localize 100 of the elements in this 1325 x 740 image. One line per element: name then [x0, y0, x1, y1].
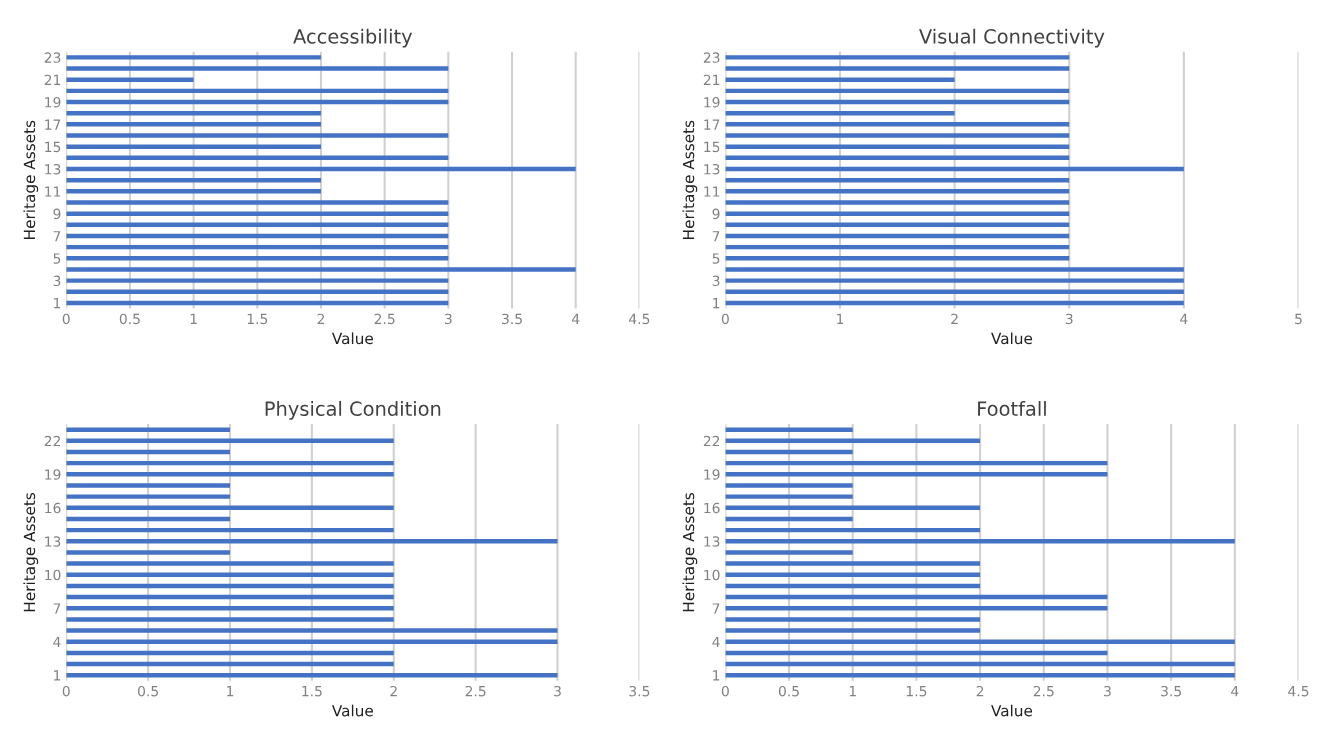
y-tick-label: 9: [53, 208, 61, 220]
x-tick-label: 1.5: [906, 686, 927, 697]
bar: [725, 427, 853, 432]
chart-title: Footfall: [978, 400, 1046, 417]
x-tick-label: 3.5: [629, 685, 650, 697]
y-tick-label: 7: [712, 231, 720, 242]
bar: [725, 77, 955, 82]
x-tick-label: 0: [62, 685, 70, 697]
bar: [725, 211, 1070, 216]
y-tick-label: 21: [703, 74, 720, 85]
bar: [66, 539, 558, 544]
y-tick-label: 19: [45, 97, 61, 108]
bar: [725, 617, 981, 622]
x-tick-label: 2: [976, 685, 984, 697]
x-axis-title: Value: [331, 704, 373, 717]
x-tick-label: 2.5: [374, 313, 395, 325]
y-tick-label: 10: [45, 569, 61, 581]
y-tick-label: 13: [704, 536, 720, 547]
bar: [725, 472, 1108, 477]
bar: [66, 628, 558, 633]
y-tick-label: 11: [704, 186, 720, 197]
y-tick-label: 19: [704, 469, 720, 480]
bar: [66, 561, 394, 566]
x-tick-label: 4: [571, 313, 580, 324]
y-tick-label: 22: [703, 435, 720, 447]
x-tick-label: 3: [1065, 313, 1073, 325]
y-tick-label: 1: [54, 670, 61, 681]
x-tick-label: 4: [1180, 313, 1188, 324]
y-tick-label: 17: [704, 119, 720, 130]
y-tick-label: 13: [704, 163, 720, 175]
y-tick-label: 1: [713, 298, 720, 309]
y-tick-label: 15: [45, 141, 61, 153]
x-tick-label: 0.5: [778, 685, 799, 697]
bar: [725, 267, 1184, 272]
y-tick-label: 21: [44, 74, 61, 85]
x-tick-label: 0.5: [138, 685, 158, 697]
bar: [725, 189, 1070, 194]
y-tick-label: 3: [53, 275, 61, 287]
bar: [725, 628, 981, 633]
x-tick-label: 4.5: [1288, 686, 1309, 697]
x-tick-label: 0: [721, 685, 729, 697]
bar: [725, 494, 853, 499]
bar: [66, 483, 230, 488]
x-tick-label: 3: [1104, 685, 1111, 697]
x-tick-label: 1.5: [302, 686, 322, 697]
bar: [66, 77, 194, 82]
y-tick-label: 5: [712, 253, 720, 264]
x-tick-label: 1: [837, 313, 844, 324]
bar: [725, 561, 981, 566]
y-tick-label: 9: [712, 208, 720, 220]
bar: [66, 267, 576, 272]
x-tick-label: 2.5: [465, 685, 486, 697]
x-axis-title: Value: [991, 332, 1033, 345]
y-tick-label: 1: [713, 670, 720, 681]
x-tick-label: 3: [444, 313, 452, 325]
x-tick-label: 1.5: [247, 313, 268, 325]
y-tick-label: 5: [53, 253, 61, 264]
x-tick-label: 4: [1231, 686, 1239, 697]
bar: [725, 639, 1235, 644]
x-axis-title: Value: [991, 704, 1033, 717]
y-tick-label: 4: [53, 636, 61, 648]
y-tick-label: 13: [45, 163, 61, 175]
chart-title: Physical Condition: [265, 400, 441, 420]
bar: [66, 427, 230, 432]
x-tick-label: 0: [721, 313, 729, 325]
y-axis-title: Heritage Assets: [23, 120, 39, 239]
y-axis-title: Heritage Assets: [682, 120, 698, 239]
bar: [66, 144, 321, 149]
bar: [66, 550, 230, 555]
chart-title: Visual Connectivity: [919, 28, 1105, 48]
y-tick-label: 7: [53, 603, 61, 614]
bar: [725, 122, 1070, 127]
y-tick-label: 15: [704, 141, 720, 153]
bar: [66, 189, 321, 194]
y-tick-label: 22: [44, 435, 60, 447]
x-tick-label: 0.5: [119, 313, 140, 325]
x-tick-label: 2: [317, 313, 325, 324]
bar: [66, 617, 394, 622]
y-tick-label: 7: [53, 231, 61, 242]
y-tick-label: 23: [44, 52, 61, 63]
x-tick-label: 1: [849, 686, 856, 697]
x-tick-label: 0: [62, 313, 70, 325]
bar: [66, 472, 394, 477]
y-tick-label: 3: [712, 275, 720, 287]
y-tick-label: 19: [704, 97, 720, 108]
bar: [725, 550, 853, 555]
x-tick-label: 3: [554, 685, 561, 697]
bar: [725, 539, 1235, 544]
bar: [66, 278, 449, 283]
y-tick-label: 4: [712, 636, 720, 648]
bar: [725, 200, 1070, 205]
bar: [725, 55, 1070, 60]
bar: [725, 483, 853, 488]
y-tick-label: 10: [704, 569, 720, 581]
x-tick-label: 4.5: [629, 313, 650, 325]
bar: [725, 133, 1070, 138]
y-tick-label: 16: [45, 502, 61, 514]
x-tick-label: 3.5: [1161, 685, 1181, 697]
bar: [725, 256, 1070, 261]
y-tick-label: 11: [45, 186, 61, 197]
